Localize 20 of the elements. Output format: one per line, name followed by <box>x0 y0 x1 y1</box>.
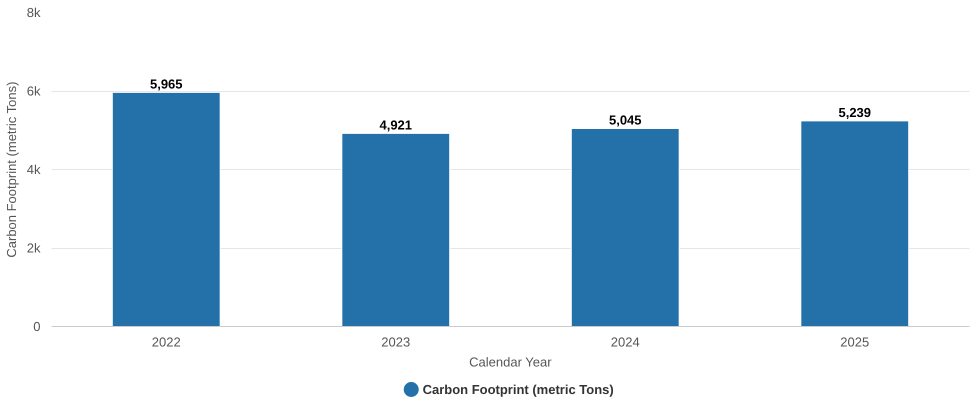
y-axis-title: Carbon Footprint (metric Tons) <box>4 82 19 258</box>
y-tick-label: 6k <box>26 84 41 98</box>
x-tick-label: 2022 <box>152 334 181 350</box>
bar <box>112 92 221 326</box>
bar <box>570 128 680 326</box>
bar <box>341 132 450 326</box>
y-tick-label: 4k <box>26 162 41 177</box>
data-label: 5,965 <box>150 76 183 92</box>
x-tick-label: 2025 <box>840 334 870 350</box>
x-tick-label: 2023 <box>381 334 410 350</box>
y-tick-label: 2k <box>26 240 41 256</box>
data-label: 5,045 <box>608 112 642 128</box>
y-tick-label: 0 <box>33 319 41 334</box>
x-tick-label: 2024 <box>610 334 640 350</box>
legend-label: Carbon Footprint (metric Tons) <box>422 382 614 397</box>
x-axis-title: Calendar Year <box>469 354 552 370</box>
y-tick-label: 8k <box>26 5 41 20</box>
data-label: 4,921 <box>379 117 412 132</box>
data-label: 5,239 <box>838 104 872 120</box>
bar <box>800 120 910 326</box>
